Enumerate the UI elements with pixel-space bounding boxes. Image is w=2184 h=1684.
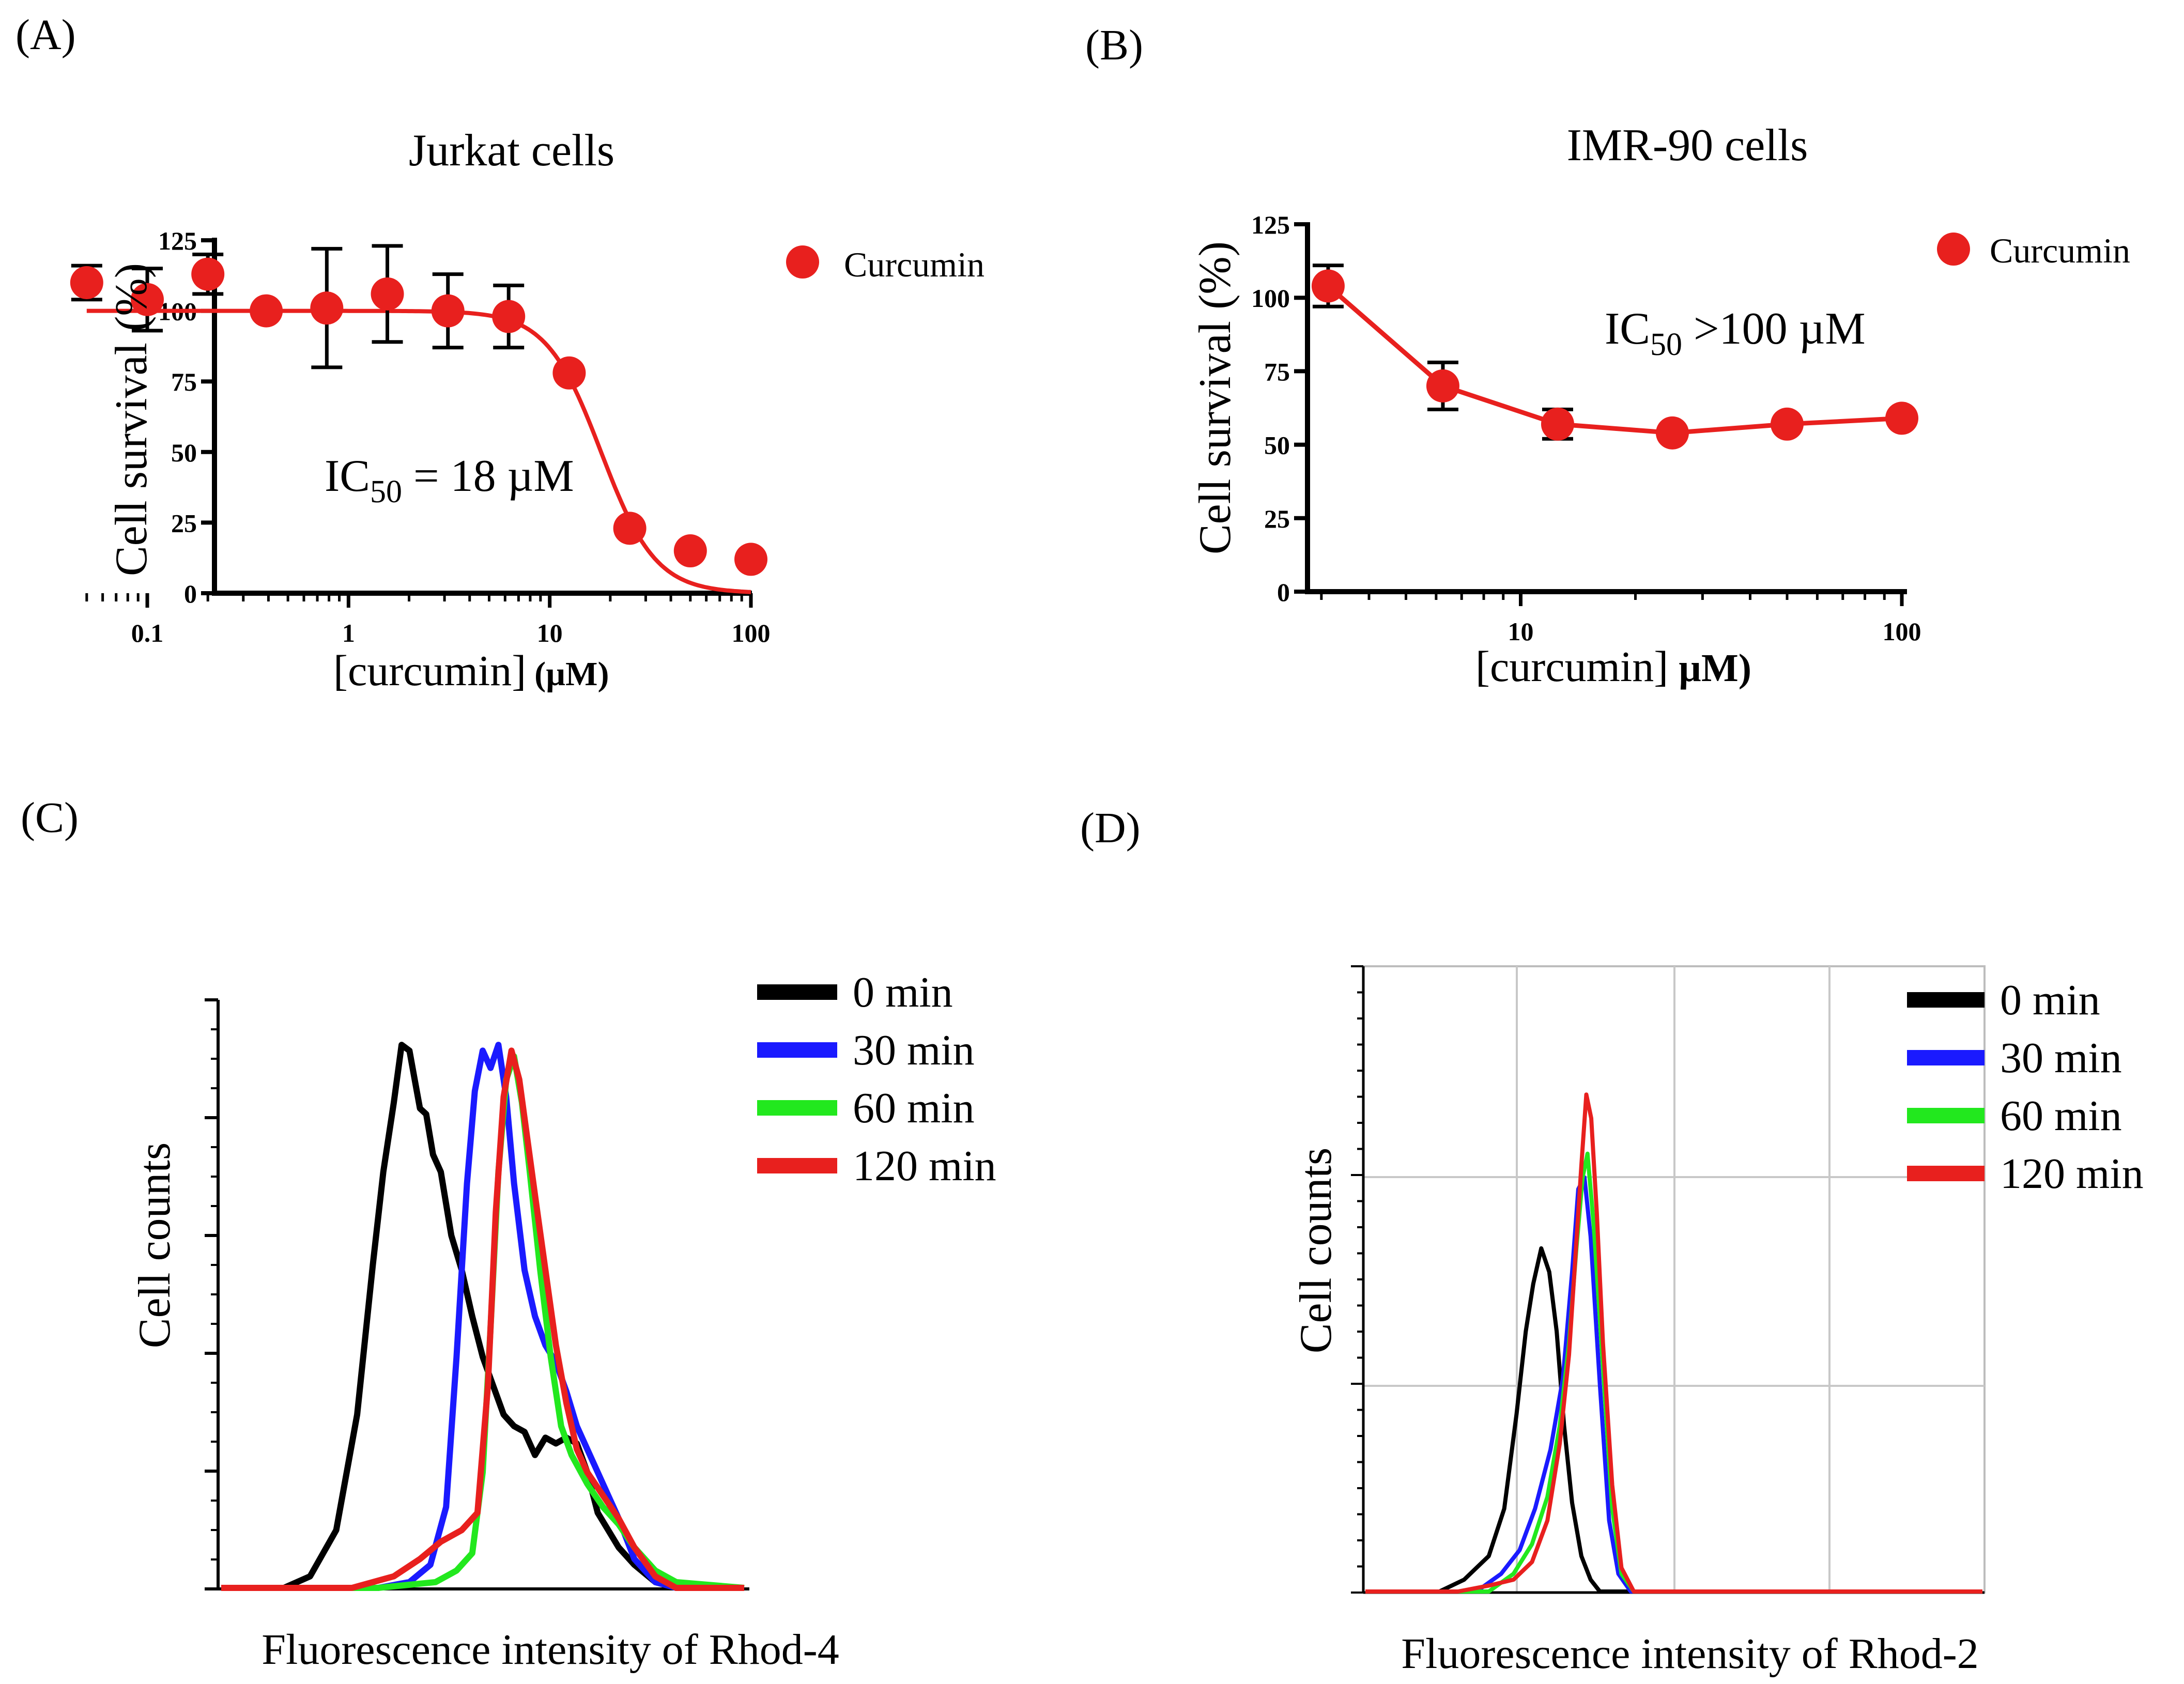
- chart-a-x-tick-label: 10: [537, 619, 563, 647]
- chart-b-y-tick-label: 75: [1264, 357, 1290, 386]
- chart-b-x-tick-label: 10: [1508, 617, 1533, 646]
- chart-c-ylabel: Cell counts: [130, 1142, 180, 1348]
- chart-b-data-point: [1770, 407, 1804, 441]
- chart-c-marks: [221, 1042, 745, 1591]
- chart-a-y-tick-label: 25: [171, 508, 197, 537]
- chart-d-legend-label: 30 min: [2000, 1034, 2122, 1082]
- chart-a-y-tick-label: 125: [158, 226, 197, 255]
- chart-a-xlabel-main: [curcumin]: [333, 647, 526, 695]
- chart-a-data-point: [250, 294, 283, 328]
- chart-a-data-point: [431, 294, 465, 328]
- chart-b-y-tick-label: 25: [1264, 504, 1290, 533]
- chart-a-y-tick-label: 75: [171, 367, 197, 396]
- chart-panel-c: Cell counts Fluorescence intensity of Rh…: [130, 968, 996, 1674]
- chart-d-ylabel: Cell counts: [1291, 1148, 1341, 1353]
- chart-a-ic50-rest: = 18 µM: [402, 451, 574, 501]
- chart-b-y-tick-label: 50: [1264, 431, 1290, 460]
- chart-a-y-tick-label: 50: [171, 438, 197, 467]
- chart-d-marks: [1365, 1092, 1982, 1594]
- chart-a-x-tick-label: 1: [342, 619, 355, 647]
- chart-d-series-120-min: [1365, 1092, 1982, 1594]
- chart-b-ic50-sub: 50: [1650, 327, 1682, 362]
- panel-label-c: (C): [21, 794, 79, 842]
- chart-a-legend-label: Curcumin: [844, 245, 985, 284]
- chart-a-marks: [70, 244, 767, 594]
- chart-c-legend-label: 0 min: [853, 968, 953, 1016]
- chart-a-ylabel: Cell survival (%): [106, 263, 157, 576]
- chart-c-legend-label: 120 min: [853, 1142, 996, 1190]
- chart-a-data-point: [310, 291, 344, 325]
- chart-b-legend-label: Curcumin: [1990, 231, 2130, 270]
- chart-d-legend-label: 60 min: [2000, 1092, 2122, 1140]
- chart-b-legend-marker: [1937, 233, 1970, 266]
- chart-b-title: IMR-90 cells: [1567, 120, 1808, 171]
- chart-b-ic50-annotation: IC50 >100 µM: [1605, 304, 1866, 362]
- chart-a-y-tick-label: 0: [184, 579, 197, 608]
- chart-b-xlabel: [curcumin] µM): [1475, 643, 1751, 691]
- chart-d-xlabel: Fluorescence intensity of Rhod-2: [1401, 1630, 1978, 1678]
- chart-b-series-line: [1326, 284, 1902, 436]
- chart-a-ic50-annotation: IC50 = 18 µM: [325, 451, 574, 509]
- chart-a-data-point: [734, 543, 767, 576]
- chart-b-data-point: [1655, 416, 1689, 450]
- chart-d-legend-label: 120 min: [2000, 1150, 2144, 1198]
- chart-b-y-tick-label: 0: [1277, 578, 1290, 607]
- chart-b-ic50-ic: IC: [1605, 304, 1650, 354]
- chart-d-series-0-min: [1365, 1246, 1982, 1594]
- chart-a-ic50-ic: IC: [325, 451, 370, 501]
- chart-c-series-120-min: [221, 1047, 744, 1591]
- panel-label-b: (B): [1085, 21, 1143, 69]
- chart-b-data-point: [1426, 369, 1459, 403]
- chart-b-y-tick-label: 100: [1251, 284, 1290, 313]
- chart-b-x-tick-label: 100: [1883, 617, 1921, 646]
- chart-b-data-point: [1541, 407, 1574, 441]
- panel-label-a: (A): [16, 11, 76, 59]
- chart-a-data-point: [673, 534, 707, 568]
- chart-d-y-axis: [1351, 965, 1363, 1594]
- chart-a-data-point: [613, 512, 647, 545]
- chart-a-data-point: [131, 283, 164, 316]
- chart-panel-b: IMR-90 cells 0 25 50 75 100 125 10 100 Cell su…: [1190, 120, 2130, 691]
- chart-b-data-point: [1311, 269, 1345, 303]
- chart-c-legend-label: 30 min: [853, 1026, 975, 1074]
- chart-a-ic50-sub: 50: [370, 474, 402, 509]
- chart-b-ylabel: Cell survival (%): [1190, 241, 1240, 554]
- chart-a-x-tick-label: 100: [732, 619, 771, 647]
- chart-b-marks: [1311, 264, 1918, 450]
- chart-c-legend: 0 min 30 min 60 min 120 min: [757, 968, 996, 1190]
- chart-a-legend-marker: [786, 245, 819, 279]
- chart-b-data-point: [1885, 401, 1918, 435]
- chart-a-data-point: [371, 277, 404, 311]
- panel-label-d: (D): [1080, 804, 1141, 852]
- chart-b-y-tick-label: 125: [1251, 210, 1290, 239]
- chart-a-title: Jurkat cells: [409, 126, 614, 176]
- chart-c-series-0-min: [221, 1042, 744, 1591]
- chart-b-xlabel-main: [curcumin]: [1475, 643, 1668, 691]
- chart-c-legend-label: 60 min: [853, 1084, 975, 1132]
- chart-b-ic50-rest: >100 µM: [1682, 304, 1866, 354]
- chart-a-data-point: [70, 266, 103, 299]
- chart-d-grid: [1363, 966, 1985, 1593]
- chart-a-xlabel-unit: (µM): [534, 655, 609, 693]
- chart-d-legend-label: 0 min: [2000, 976, 2100, 1024]
- chart-a-data-point: [492, 300, 526, 333]
- chart-a-x-tick-label: 0.1: [131, 619, 164, 647]
- chart-b-xlabel-unit: µM): [1679, 646, 1751, 690]
- chart-a-data-point: [191, 257, 225, 291]
- chart-d-legend: 0 min 30 min 60 min 120 min: [1907, 976, 2144, 1198]
- chart-a-data-point: [552, 356, 586, 390]
- chart-panel-d: Cell counts Fluorescence intensity of Rh…: [1291, 965, 2144, 1678]
- chart-c-xlabel: Fluorescence intensity of Rhod-4: [262, 1626, 839, 1674]
- chart-a-xlabel: [curcumin] (µM): [333, 647, 609, 695]
